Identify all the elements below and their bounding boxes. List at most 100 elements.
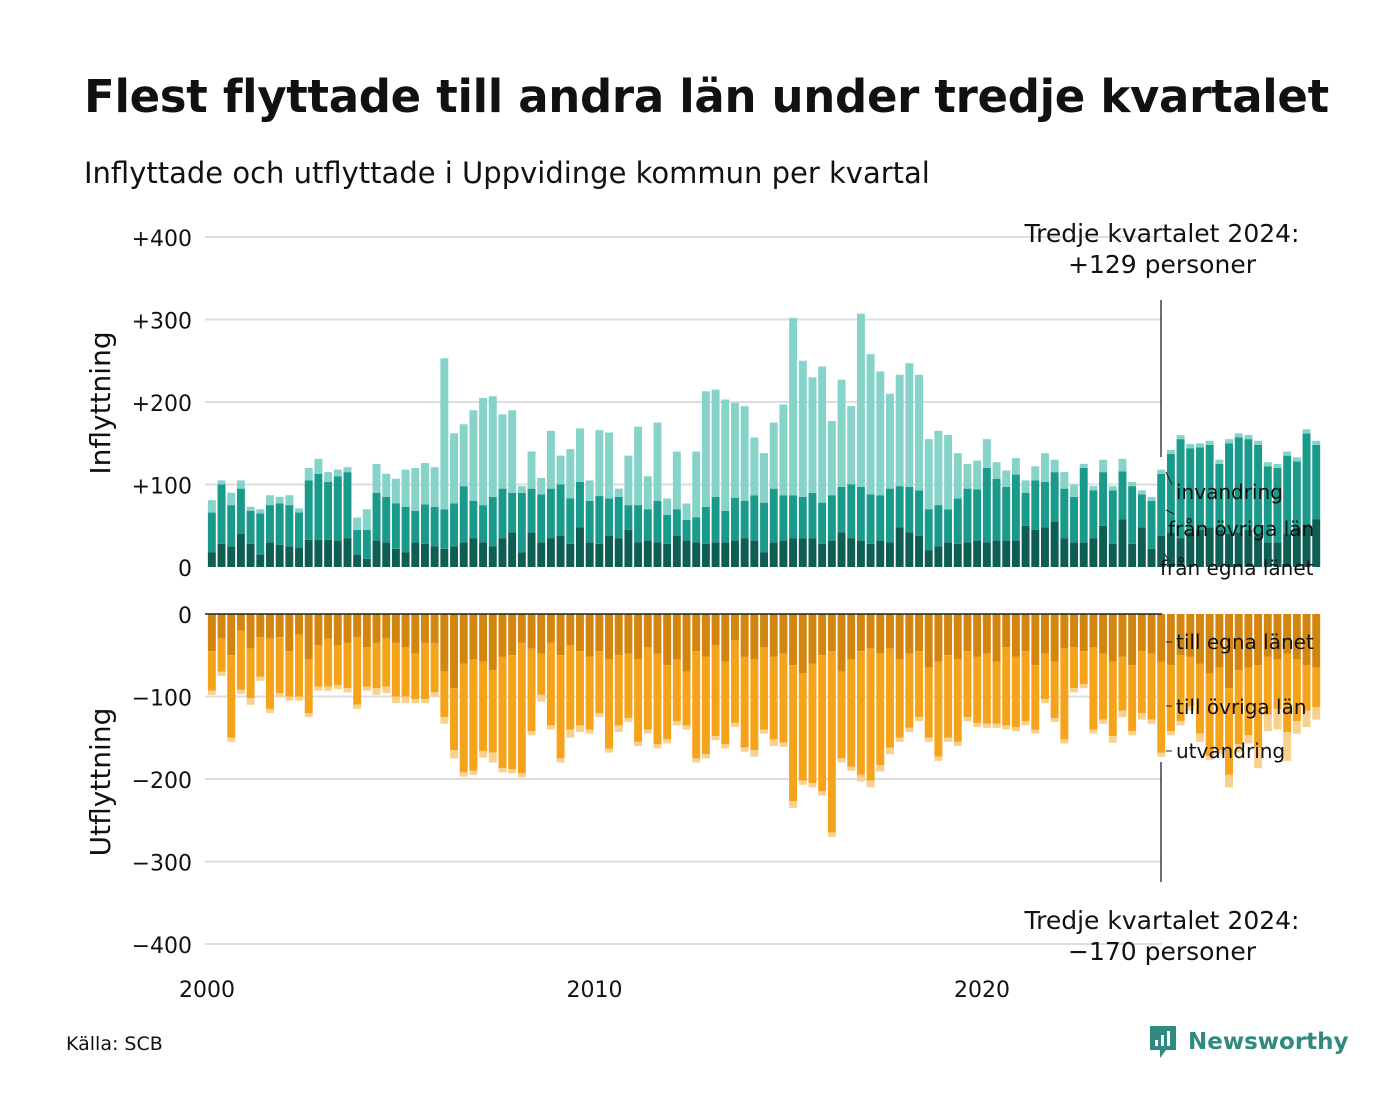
bar-out-ovriga xyxy=(1292,659,1301,722)
bar-in-egna xyxy=(527,532,536,567)
bar-out-utvandring xyxy=(1254,747,1263,769)
bar-out-egna xyxy=(963,614,972,652)
bar-in-invandring xyxy=(343,467,352,473)
bar-in-ovriga xyxy=(1254,444,1263,536)
bar-out-ovriga xyxy=(236,630,245,690)
bar-out-egna xyxy=(595,614,604,652)
bar-in-egna xyxy=(624,529,633,568)
bar-out-utvandring xyxy=(1263,714,1272,732)
bar-out-ovriga xyxy=(1234,670,1243,745)
bar-out-utvandring xyxy=(207,690,216,695)
bar-out-utvandring xyxy=(1031,729,1040,734)
bar-in-invandring xyxy=(750,437,759,496)
bar-in-egna xyxy=(217,543,226,567)
bar-in-ovriga xyxy=(1302,433,1311,525)
bar-in-invandring xyxy=(953,453,962,499)
bar-out-utvandring xyxy=(488,752,497,763)
bar-in-egna xyxy=(517,552,526,567)
bar-in-egna xyxy=(1254,535,1263,567)
bar-out-utvandring xyxy=(1002,725,1011,730)
bar-out-egna xyxy=(605,614,613,660)
bar-in-egna xyxy=(1089,538,1098,568)
bar-in-ovriga xyxy=(1244,439,1253,530)
ytick-top: +400 xyxy=(132,227,192,252)
bar-in-egna xyxy=(1196,529,1204,568)
bar-in-egna xyxy=(508,532,517,567)
bar-out-ovriga xyxy=(517,642,526,774)
bar-out-egna xyxy=(634,614,643,660)
bar-in-invandring xyxy=(1196,443,1204,448)
bar-out-utvandring xyxy=(653,744,662,749)
bar-out-utvandring xyxy=(527,731,536,736)
bar-in-egna xyxy=(382,542,391,567)
bar-in-invandring xyxy=(236,480,245,489)
bar-out-ovriga xyxy=(653,653,662,745)
bar-out-ovriga xyxy=(469,659,478,771)
bar-out-ovriga xyxy=(1031,665,1040,730)
bar-in-invandring xyxy=(701,391,710,507)
bar-in-invandring xyxy=(731,402,739,498)
bar-in-egna xyxy=(411,542,420,567)
bar-out-utvandring xyxy=(391,696,400,704)
bar-out-utvandring xyxy=(663,739,672,744)
bar-in-ovriga xyxy=(798,496,807,539)
bar-in-egna xyxy=(992,540,1001,567)
bar-in-egna xyxy=(653,542,662,567)
bar-in-invandring xyxy=(1089,486,1098,491)
logo-text: Newsworthy xyxy=(1188,1029,1349,1055)
bar-out-utvandring xyxy=(508,769,517,774)
bar-out-ovriga xyxy=(973,656,982,723)
bar-out-utvandring xyxy=(847,766,856,771)
bar-in-egna xyxy=(1263,542,1272,567)
bar-out-ovriga xyxy=(682,671,691,726)
bar-in-invandring xyxy=(546,430,555,489)
bar-in-ovriga xyxy=(1225,443,1233,534)
bar-out-egna xyxy=(1215,614,1224,668)
bar-in-ovriga xyxy=(886,488,894,543)
bar-in-ovriga xyxy=(1108,490,1117,544)
bar-in-ovriga xyxy=(789,495,798,539)
bar-in-invandring xyxy=(517,486,526,493)
outflow-bars xyxy=(207,614,1321,837)
bar-out-utvandring xyxy=(886,747,894,755)
bar-out-ovriga xyxy=(508,655,517,770)
bar-in-invandring xyxy=(769,422,778,489)
bar-out-egna xyxy=(905,614,914,654)
bar-out-utvandring xyxy=(372,688,381,695)
bar-in-ovriga xyxy=(256,513,265,555)
bar-in-ovriga xyxy=(595,496,604,544)
bar-in-ovriga xyxy=(479,505,488,543)
bar-out-utvandring xyxy=(1147,719,1156,724)
bar-in-egna xyxy=(1292,527,1301,567)
bar-out-egna xyxy=(275,614,284,638)
bar-in-egna xyxy=(1099,525,1108,567)
bar-in-ovriga xyxy=(934,505,943,547)
bar-out-egna xyxy=(1118,614,1127,657)
bar-in-egna xyxy=(576,527,584,567)
bar-out-egna xyxy=(1225,614,1233,689)
bar-out-ovriga xyxy=(440,671,449,718)
bar-out-egna xyxy=(692,614,701,652)
bar-in-ovriga xyxy=(944,509,953,543)
newsworthy-logo[interactable]: Newsworthy xyxy=(1148,1024,1349,1060)
bar-in-invandring xyxy=(663,498,672,516)
bar-in-egna xyxy=(634,542,643,567)
bar-in-egna xyxy=(488,546,497,568)
bar-out-utvandring xyxy=(576,725,584,732)
bar-in-egna xyxy=(266,542,274,567)
bar-out-egna xyxy=(333,614,342,646)
bar-in-ovriga xyxy=(634,505,643,543)
bar-out-utvandring xyxy=(1079,684,1088,689)
bar-out-ovriga xyxy=(1079,651,1088,685)
bar-in-invandring xyxy=(304,468,313,481)
bar-out-ovriga xyxy=(1273,659,1282,709)
bar-out-utvandring xyxy=(779,742,788,747)
bar-out-utvandring xyxy=(1176,721,1185,726)
bar-in-invandring xyxy=(1302,429,1311,434)
bar-in-invandring xyxy=(856,313,865,487)
bar-in-egna xyxy=(837,532,846,567)
bar-in-ovriga xyxy=(295,512,303,549)
bar-out-egna xyxy=(1021,614,1030,652)
bar-out-egna xyxy=(256,614,265,638)
ytick-top: +200 xyxy=(132,392,192,417)
